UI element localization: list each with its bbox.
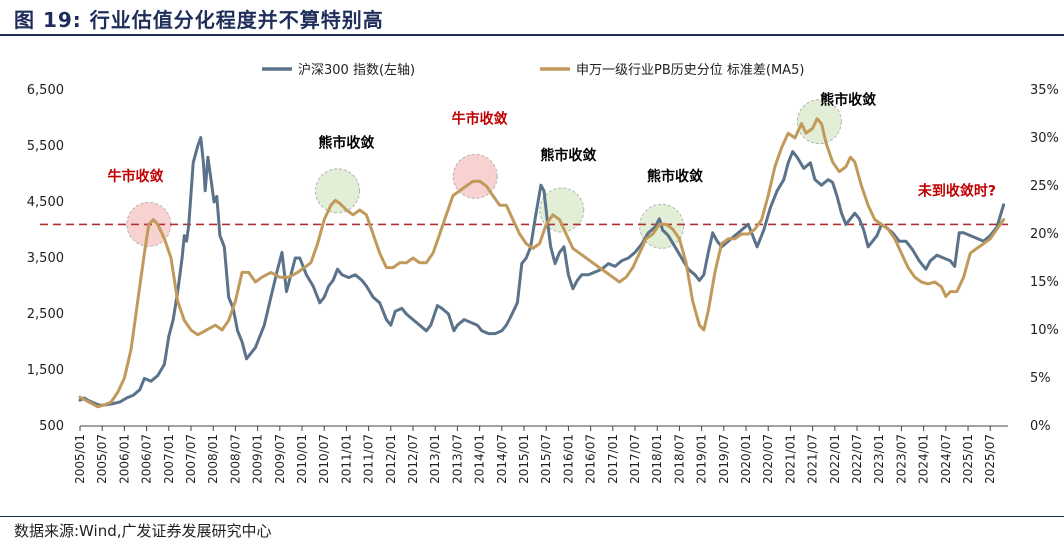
x-axis-tick-label: 2005/01	[73, 434, 87, 484]
left-axis-tick-label: 500	[39, 419, 64, 434]
source-rule	[0, 516, 1064, 517]
series-layer	[78, 117, 1006, 409]
figure-title: 图 19: 行业估值分化程度并不算特别高	[14, 4, 384, 33]
right-axis-tick-label: 0%	[1030, 419, 1051, 434]
series-line-pb-std	[78, 117, 1006, 409]
left-axis-tick-label: 1,500	[27, 363, 64, 378]
figure-title-text: 行业估值分化程度并不算特别高	[89, 8, 384, 32]
left-axis-tick-label: 6,500	[27, 83, 64, 98]
right-axis-tick-label: 20%	[1030, 227, 1059, 242]
x-axis-tick-label: 2010/07	[317, 434, 331, 484]
x-axis-tick-label: 2018/07	[672, 434, 686, 484]
legend-label-csi300: 沪深300 指数(左轴)	[298, 62, 415, 78]
x-axis-tick-label: 2012/01	[384, 434, 398, 484]
x-axis-tick-label: 2023/01	[872, 434, 886, 484]
x-axis-tick-label: 2022/01	[828, 434, 842, 484]
annotation-label: 熊市收敛	[647, 168, 703, 185]
annotation-label: 熊市收敛	[540, 147, 596, 164]
annotation-label: 熊市收敛	[820, 91, 876, 108]
right-axis-tick-label: 5%	[1030, 371, 1051, 386]
x-axis-tick-label: 2019/01	[695, 434, 709, 484]
x-axis-tick-label: 2006/01	[117, 434, 131, 484]
x-axis-tick-label: 2017/07	[628, 434, 642, 484]
annotation-label: 牛市收敛	[108, 168, 164, 185]
x-axis-tick-label: 2023/07	[894, 434, 908, 484]
x-axis-tick-label: 2005/07	[95, 434, 109, 484]
x-axis-tick-label: 2025/07	[983, 434, 997, 484]
x-axis-tick-label: 2022/07	[850, 434, 864, 484]
x-axis-tick-label: 2007/07	[184, 434, 198, 484]
dual-axis-line-chart: 500 1,500 2,500 3,500 4,500 5,500 6,500 0% 5% 10%…	[27, 62, 1059, 484]
x-axis-tick-label: 2011/07	[362, 434, 376, 484]
x-axis-tick-label: 2017/01	[606, 434, 620, 484]
title-rule	[0, 34, 1064, 36]
legend: 沪深300 指数(左轴) 申万一级行业PB历史分位 标准差(MA5)	[262, 62, 804, 78]
source-note: 数据来源:Wind,广发证券发展研究中心	[14, 522, 272, 540]
x-axis-tick-label: 2016/07	[584, 434, 598, 484]
x-axis-tick-label: 2016/01	[561, 434, 575, 484]
x-axis-tick-label: 2024/01	[917, 434, 931, 484]
x-axis-tick-label: 2020/01	[739, 434, 753, 484]
x-axis-tick-label: 2012/07	[406, 434, 420, 484]
x-axis-tick-label: 2021/07	[806, 434, 820, 484]
x-axis-tick-label: 2025/01	[961, 434, 975, 484]
x-axis-tick-label: 2008/07	[228, 434, 242, 484]
right-axis-tick-label: 30%	[1030, 131, 1059, 146]
x-axis-tick-label: 2010/01	[295, 434, 309, 484]
right-axis-tick-label: 10%	[1030, 323, 1059, 338]
x-axis-tick-label: 2011/01	[339, 434, 353, 484]
bear-highlight-circle	[539, 187, 585, 233]
legend-label-pb-std: 申万一级行业PB历史分位 标准差(MA5)	[576, 63, 804, 78]
annotation-label: 牛市收敛	[452, 111, 508, 128]
x-axis-tick-label: 2007/01	[162, 434, 176, 484]
axes-layer: 500 1,500 2,500 3,500 4,500 5,500 6,500 0% 5% 10%…	[27, 83, 1059, 484]
x-axis-tick-label: 2024/07	[939, 434, 953, 484]
x-axis-tick-label: 2009/01	[251, 434, 265, 484]
annotation-label: 未到收敛时?	[918, 183, 996, 200]
right-axis-tick-label: 15%	[1030, 275, 1059, 290]
left-axis-tick-label: 2,500	[27, 307, 64, 322]
left-axis-tick-label: 4,500	[27, 195, 64, 210]
series-line-csi300	[78, 136, 1006, 407]
figure-label: 图 19:	[14, 8, 82, 32]
x-axis-tick-label: 2013/01	[428, 434, 442, 484]
left-axis-tick-label: 3,500	[27, 251, 64, 266]
x-axis-tick-label: 2006/07	[140, 434, 154, 484]
x-axis-tick-label: 2020/07	[761, 434, 775, 484]
x-axis-tick-label: 2018/01	[650, 434, 664, 484]
x-axis-tick-label: 2008/01	[206, 434, 220, 484]
x-axis-tick-label: 2009/07	[273, 434, 287, 484]
x-axis-tick-label: 2021/01	[783, 434, 797, 484]
x-axis-tick-label: 2013/07	[450, 434, 464, 484]
x-axis-tick-label: 2015/01	[517, 434, 531, 484]
x-axis-tick-label: 2014/07	[495, 434, 509, 484]
x-axis-tick-label: 2014/01	[473, 434, 487, 484]
x-axis-tick-label: 2015/07	[539, 434, 553, 484]
bear-highlight-circle	[315, 168, 361, 214]
left-axis-tick-label: 5,500	[27, 139, 64, 154]
x-axis-tick-label: 2019/07	[717, 434, 731, 484]
annotation-label: 熊市收敛	[318, 135, 374, 152]
right-axis-tick-label: 35%	[1030, 83, 1059, 98]
right-axis-tick-label: 25%	[1030, 179, 1059, 194]
